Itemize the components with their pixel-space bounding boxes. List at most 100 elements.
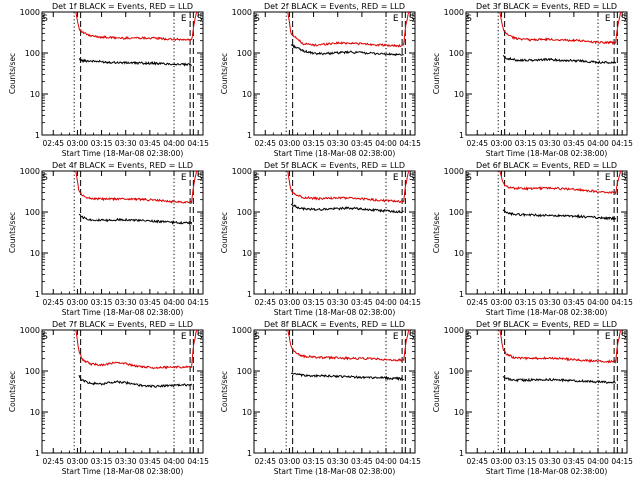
y-tick-label: 10 (242, 249, 252, 258)
y-axis-label: Counts/sec (8, 53, 17, 94)
panel-title: Det 5f BLACK = Events, RED = LLD (264, 161, 405, 170)
x-tick-label: 02:45 (254, 298, 276, 307)
event-marker-s: S (42, 332, 48, 342)
y-tick-label: 1000 (20, 167, 40, 176)
y-tick-label: 100 (237, 49, 252, 58)
event-marker-s: S (42, 14, 48, 24)
x-tick-label: 03:15 (91, 139, 113, 148)
y-tick-label: 1 (35, 449, 40, 458)
detector-panel: Det 3f BLACK = Events, RED = LLD 1 10 100 10… (432, 2, 633, 158)
x-tick-label: 03:30 (115, 457, 137, 466)
x-tick-label: 03:00 (279, 457, 301, 466)
detector-panel: Det 8f BLACK = Events, RED = LLD 1 10 100 10… (220, 320, 421, 476)
x-tick-label: 03:00 (279, 139, 301, 148)
x-tick-label: 02:45 (466, 139, 488, 148)
event-marker-e: E (605, 332, 611, 342)
y-tick-label: 1000 (20, 8, 40, 17)
y-tick-label: 10 (454, 249, 464, 258)
x-tick-label: 03:30 (327, 139, 349, 148)
event-marker-s: S (621, 332, 627, 342)
y-tick-label: 100 (449, 367, 464, 376)
panel-title: Det 2f BLACK = Events, RED = LLD (264, 2, 405, 11)
x-tick-label: 02:45 (466, 298, 488, 307)
event-marker-s: S (409, 14, 415, 24)
x-tick-label: 04:15 (187, 139, 209, 148)
detector-panel: Det 6f BLACK = Events, RED = LLD 1 10 100 10… (432, 161, 633, 317)
x-tick-label: 03:45 (563, 298, 585, 307)
x-tick-label: 04:00 (587, 139, 609, 148)
panel-title: Det 1f BLACK = Events, RED = LLD (52, 2, 193, 11)
events-series-line (502, 375, 616, 384)
x-axis-label: Start Time (18-Mar-08 02:38:00) (486, 308, 608, 317)
x-tick-label: 03:15 (303, 139, 325, 148)
detector-panel: Det 2f BLACK = Events, RED = LLD 1 10 100 10… (220, 2, 421, 158)
x-tick-label: 02:45 (254, 457, 276, 466)
x-tick-label: 04:15 (399, 457, 421, 466)
detector-panel: Det 7f BLACK = Events, RED = LLD 1 10 100 10… (8, 320, 209, 476)
y-tick-label: 1 (459, 449, 464, 458)
x-tick-label: 04:15 (611, 298, 633, 307)
plot-frame (465, 329, 628, 454)
x-tick-label: 03:00 (491, 457, 513, 466)
x-tick-label: 04:00 (163, 139, 185, 148)
lld-series-line (75, 11, 198, 42)
lld-series-line (287, 170, 410, 204)
y-tick-label: 1 (459, 290, 464, 299)
x-tick-label: 04:00 (375, 139, 397, 148)
x-tick-label: 04:15 (187, 298, 209, 307)
y-tick-label: 1000 (444, 8, 464, 17)
y-tick-label: 1000 (444, 167, 464, 176)
x-tick-label: 03:15 (515, 298, 537, 307)
y-tick-label: 1 (35, 131, 40, 140)
x-tick-label: 04:15 (611, 139, 633, 148)
event-marker-e: E (181, 173, 187, 183)
lld-series-line (499, 329, 622, 364)
event-marker-s: S (621, 14, 627, 24)
y-tick-label: 1000 (232, 326, 252, 335)
events-series-line (290, 372, 404, 382)
y-tick-label: 10 (242, 90, 252, 99)
y-axis-label: Counts/sec (220, 53, 229, 94)
x-tick-label: 03:45 (139, 457, 161, 466)
panel-title: Det 9f BLACK = Events, RED = LLD (476, 320, 617, 329)
event-marker-s: S (42, 173, 48, 183)
x-tick-label: 03:00 (279, 298, 301, 307)
y-tick-label: 1 (247, 449, 252, 458)
panel-title: Det 4f BLACK = Events, RED = LLD (52, 161, 193, 170)
lld-series-line (499, 11, 622, 45)
panel-title: Det 7f BLACK = Events, RED = LLD (52, 320, 193, 329)
plot-frame (41, 329, 204, 454)
event-marker-e: E (393, 173, 399, 183)
x-tick-label: 02:45 (42, 457, 64, 466)
y-tick-label: 100 (25, 367, 40, 376)
y-tick-label: 1 (459, 131, 464, 140)
x-tick-label: 04:15 (399, 139, 421, 148)
y-axis-label: Counts/sec (8, 371, 17, 412)
panel-title: Det 8f BLACK = Events, RED = LLD (264, 320, 405, 329)
x-tick-label: 04:00 (375, 298, 397, 307)
plot-frame (41, 11, 204, 136)
y-tick-label: 10 (242, 408, 252, 417)
y-tick-label: 100 (25, 49, 40, 58)
lld-series-line (75, 170, 198, 205)
y-tick-label: 10 (30, 408, 40, 417)
x-tick-label: 03:30 (539, 298, 561, 307)
y-tick-label: 100 (449, 49, 464, 58)
x-axis-label: Start Time (18-Mar-08 02:38:00) (274, 308, 396, 317)
y-tick-label: 10 (30, 249, 40, 258)
x-tick-label: 03:15 (303, 298, 325, 307)
x-tick-label: 03:30 (539, 139, 561, 148)
y-tick-label: 10 (454, 90, 464, 99)
y-tick-label: 1000 (20, 326, 40, 335)
detector-panel: Det 4f BLACK = Events, RED = LLD 1 10 100 10… (8, 161, 209, 317)
x-tick-label: 03:45 (139, 139, 161, 148)
events-series-line (78, 58, 192, 67)
y-tick-label: 100 (237, 208, 252, 217)
x-tick-label: 03:15 (515, 139, 537, 148)
events-series-line (78, 213, 193, 226)
event-marker-s: S (254, 332, 260, 342)
plot-frame (253, 329, 416, 454)
event-marker-e: E (393, 14, 399, 24)
x-tick-label: 03:00 (491, 139, 513, 148)
